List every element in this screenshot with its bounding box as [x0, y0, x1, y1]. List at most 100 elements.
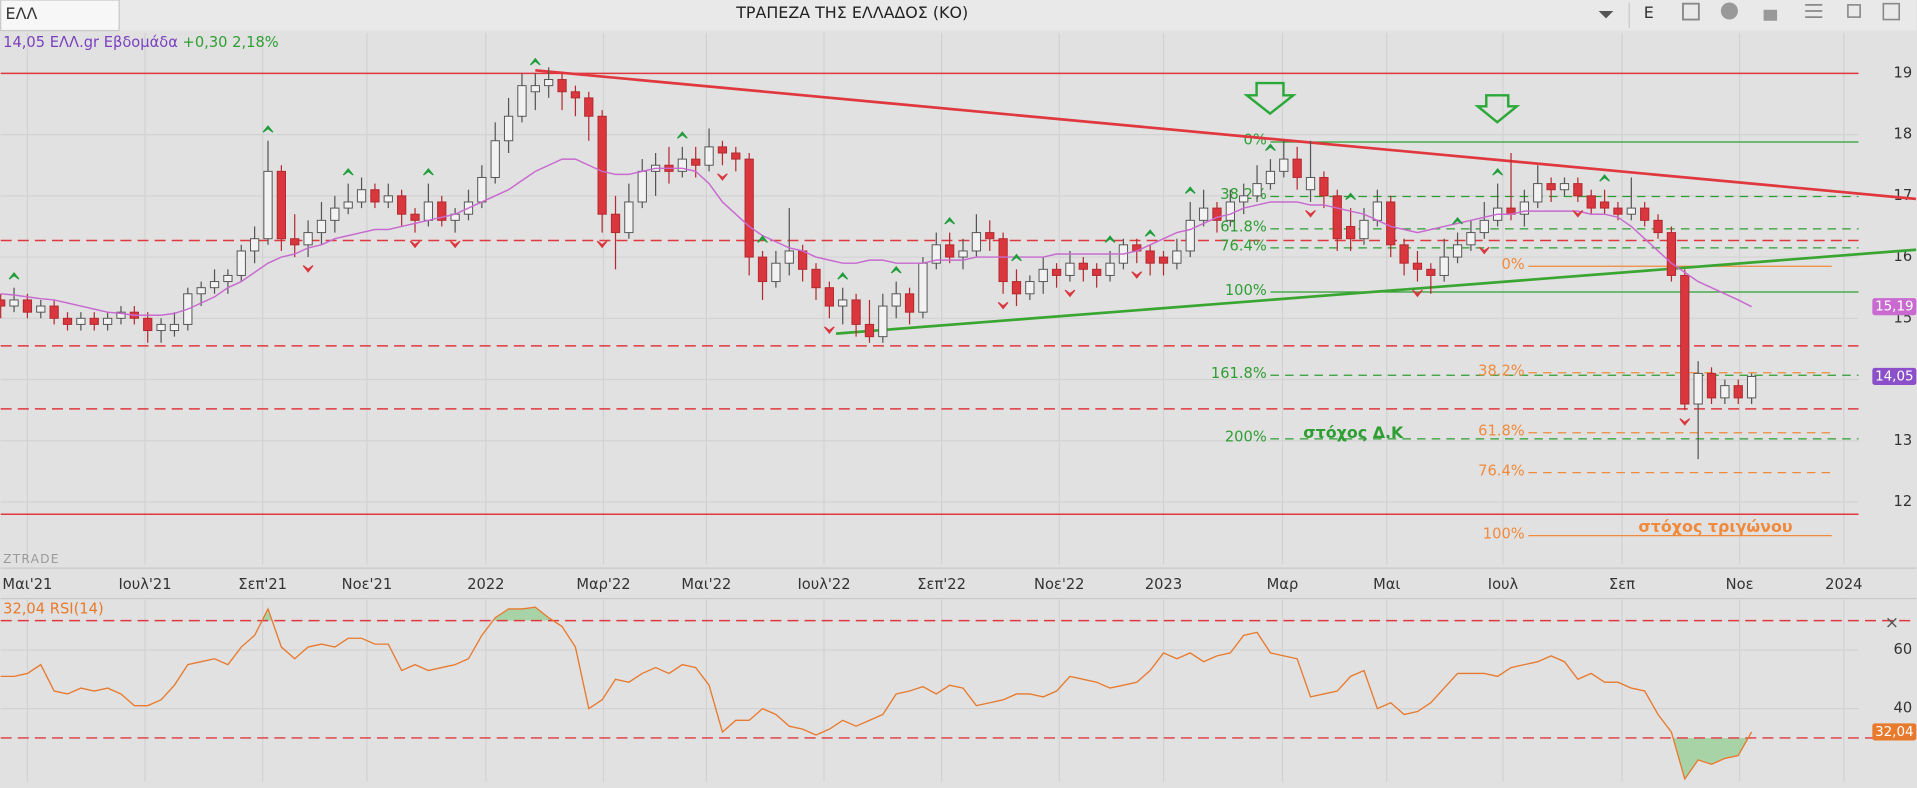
marker-down — [1572, 210, 1584, 218]
line-series — [0, 606, 1753, 781]
candle-body — [824, 287, 834, 307]
marker-up — [944, 216, 956, 225]
marker-up — [423, 167, 434, 176]
candle-body — [757, 256, 768, 283]
candle-body — [1239, 195, 1249, 203]
candle-body — [1426, 268, 1436, 276]
watermark: ZTRADE — [3, 552, 60, 566]
candle-body — [1640, 207, 1650, 221]
candle-body — [1680, 274, 1690, 405]
info-line: 14,05 ΕΛΛ.gr Εβδομάδα +0,30 2,18% — [3, 34, 279, 51]
candle-body — [691, 158, 701, 166]
x-tick-label: Μαρ — [1267, 576, 1299, 593]
candle-body — [971, 232, 982, 252]
candle-body — [784, 250, 794, 264]
fib-label: 161.8% — [1211, 365, 1267, 382]
fib-label: 61.8% — [1220, 219, 1267, 236]
candle-body — [143, 317, 153, 332]
fib-label: 76.4% — [1478, 462, 1525, 479]
fib-label: 200% — [1225, 429, 1267, 446]
legend-name: RSI(14) — [50, 601, 104, 618]
candle-body — [1158, 256, 1169, 264]
x-tick-label: Ιουλ — [1488, 576, 1519, 593]
candle-body — [811, 268, 821, 289]
candle-body — [209, 281, 220, 289]
candle-body — [864, 323, 875, 338]
candle-body — [610, 213, 621, 234]
price-tag-label: 15,19 — [1875, 300, 1913, 315]
window-title: ΤΡΑΠΕΖΑ ΤΗΣ ΕΛΛΑΔΟΣ (ΚΟ) — [735, 3, 968, 22]
fib-label: 0% — [1501, 256, 1524, 273]
marker-down — [1679, 418, 1691, 426]
dropdown-icon[interactable] — [1598, 10, 1614, 19]
y-tick-label: 13 — [1894, 432, 1913, 449]
maximize-icon[interactable] — [1882, 2, 1901, 21]
candle-body — [1212, 207, 1222, 221]
candle-body — [49, 305, 59, 319]
candle-body — [744, 158, 754, 258]
candle-body — [1573, 183, 1583, 197]
candle-body — [1319, 176, 1329, 197]
candle-body — [945, 244, 955, 258]
candle-body — [263, 170, 273, 240]
x-tick-label: Μαι'21 — [2, 576, 52, 593]
candle-body — [597, 115, 607, 215]
candle-body — [1693, 372, 1703, 405]
candle-body — [1533, 183, 1543, 203]
y-tick-label: 19 — [1894, 64, 1913, 81]
candle-body — [1185, 219, 1195, 252]
line-series — [0, 158, 1752, 316]
candle-body — [731, 152, 741, 160]
candle-body — [1051, 268, 1062, 276]
symbol-box[interactable] — [0, 0, 120, 32]
info-change: +0,30 2,18% — [183, 34, 279, 51]
x-tick-label: Ιουλ'21 — [118, 576, 171, 593]
candle-body — [1613, 207, 1623, 215]
restore-icon[interactable] — [1847, 4, 1861, 18]
marker-up — [1345, 192, 1356, 201]
candle-body — [0, 299, 6, 307]
menu-button[interactable]: Ε — [1644, 3, 1654, 22]
plot-layer: Μαι'21 Ιουλ'21 Σεπ'21 Νοε'21 2022 Μαρ'22 Μαι'2… — [0, 32, 1917, 782]
candle-body — [1599, 201, 1610, 209]
chat-icon[interactable] — [1720, 2, 1738, 20]
candle-body — [918, 262, 928, 313]
marker-down — [1412, 289, 1423, 298]
trendline — [835, 248, 1917, 335]
trendline — [535, 68, 1917, 201]
candle-body — [1586, 195, 1596, 209]
candle-body — [370, 189, 380, 203]
x-tick-label: Μαρ'22 — [576, 576, 630, 593]
marker-up — [1599, 174, 1610, 182]
fib-label: 100% — [1483, 525, 1525, 542]
candle-body — [196, 287, 206, 295]
y-tick-label: 40 — [1894, 700, 1913, 717]
candle-body — [1479, 219, 1489, 234]
candle-body — [62, 317, 73, 325]
x-tick-label: 2022 — [467, 576, 504, 593]
candle-body — [1359, 219, 1369, 240]
candle-body — [1519, 201, 1530, 215]
marker-up — [757, 235, 768, 243]
info-symbol: ΕΛΛ.gr Εβδομάδα — [50, 34, 178, 51]
price-tag-label: 14,05 — [1875, 369, 1913, 384]
marker-up — [8, 272, 20, 280]
candle-body — [1198, 207, 1209, 221]
lock-icon[interactable] — [1763, 9, 1778, 21]
save-icon[interactable] — [1682, 2, 1700, 21]
candle-body — [477, 176, 487, 203]
marker-up — [1452, 216, 1463, 225]
fib-label: 61.8% — [1478, 423, 1525, 440]
candle-body — [1172, 250, 1182, 264]
candle-body — [1466, 232, 1476, 246]
menu-icon[interactable] — [1805, 3, 1823, 19]
candle-body — [797, 250, 808, 270]
candle-body — [677, 158, 687, 172]
candle-body — [223, 274, 233, 283]
marker-down — [1305, 210, 1316, 218]
close-panel[interactable]: × — [1885, 613, 1899, 633]
candle-body — [437, 201, 447, 221]
candle-body — [1546, 183, 1556, 191]
candle-body — [570, 91, 581, 99]
info-price: 14,05 — [3, 34, 45, 51]
